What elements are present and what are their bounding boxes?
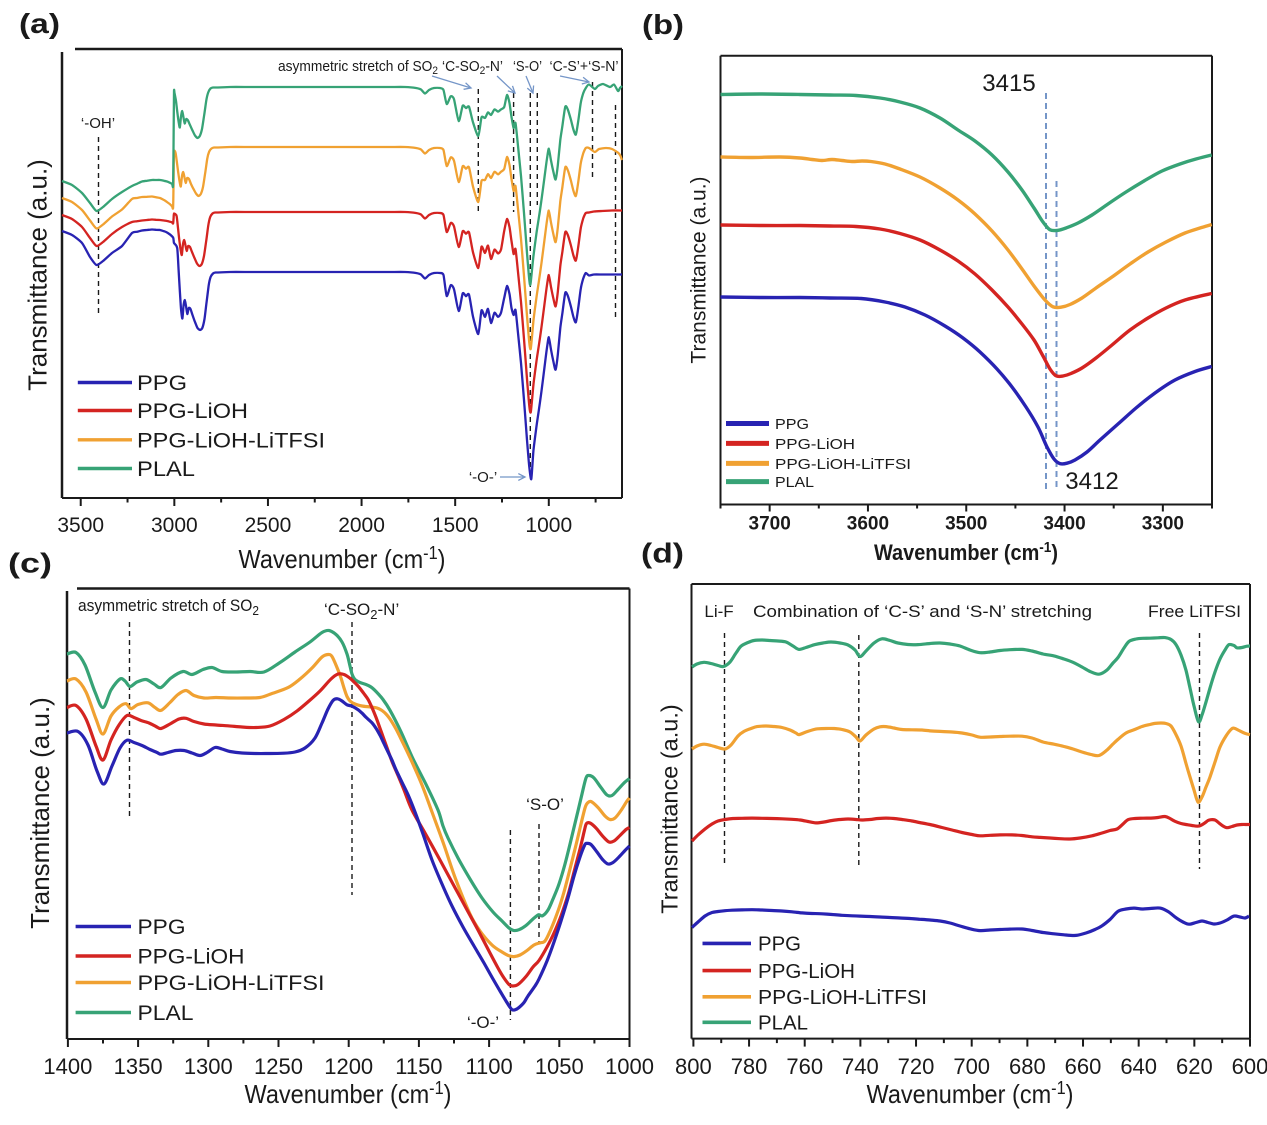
svg-text:2500: 2500: [245, 514, 292, 537]
svg-text:PPG-LiOH: PPG-LiOH: [138, 946, 245, 969]
svg-text:PPG-LiOH-LiTFSI: PPG-LiOH-LiTFSI: [138, 972, 325, 995]
svg-text:3412: 3412: [1065, 468, 1118, 495]
svg-text:PPG-LiOH-LiTFSI: PPG-LiOH-LiTFSI: [137, 429, 325, 452]
svg-text:‘C-SO2-N’: ‘C-SO2-N’: [442, 58, 503, 77]
svg-text:1400: 1400: [43, 1054, 92, 1079]
svg-text:Wavenumber (cm-1): Wavenumber (cm-1): [874, 539, 1058, 565]
svg-text:‘C-SO2-N’: ‘C-SO2-N’: [324, 600, 399, 622]
svg-text:PLAL: PLAL: [758, 1013, 808, 1035]
svg-text:3300: 3300: [1142, 514, 1184, 535]
svg-text:PPG-LiOH: PPG-LiOH: [137, 400, 248, 423]
svg-text:Wavenumber (cm-1): Wavenumber (cm-1): [867, 1078, 1074, 1109]
svg-text:1250: 1250: [254, 1054, 303, 1079]
svg-text:Free LiTFSI: Free LiTFSI: [1148, 602, 1241, 621]
svg-text:PPG: PPG: [138, 916, 186, 939]
svg-text:asymmetric stretch of SO2: asymmetric stretch of SO2: [78, 596, 259, 618]
svg-text:660: 660: [1065, 1054, 1102, 1079]
svg-text:PLAL: PLAL: [137, 458, 195, 481]
svg-text:PPG-LiOH: PPG-LiOH: [758, 961, 855, 983]
svg-text:720: 720: [898, 1054, 935, 1079]
svg-text:2000: 2000: [338, 514, 385, 537]
svg-text:760: 760: [786, 1054, 823, 1079]
svg-text:700: 700: [953, 1054, 990, 1079]
svg-text:Wavenumber (cm-1): Wavenumber (cm-1): [239, 543, 446, 574]
svg-text:PPG: PPG: [137, 372, 187, 395]
svg-text:PLAL: PLAL: [775, 474, 814, 491]
svg-text:640: 640: [1120, 1054, 1157, 1079]
svg-text:620: 620: [1176, 1054, 1213, 1079]
svg-text:3000: 3000: [151, 514, 198, 537]
svg-text:Transmittance (a.u.): Transmittance (a.u.): [688, 176, 711, 363]
svg-text:740: 740: [842, 1054, 879, 1079]
svg-text:600: 600: [1232, 1054, 1267, 1079]
svg-text:1350: 1350: [114, 1054, 163, 1079]
svg-text:1050: 1050: [535, 1054, 584, 1079]
svg-text:1000: 1000: [525, 514, 572, 537]
svg-text:‘-O-’: ‘-O-’: [469, 469, 497, 486]
svg-text:1500: 1500: [432, 514, 479, 537]
svg-text:3415: 3415: [982, 70, 1035, 97]
svg-text:‘S-O’: ‘S-O’: [513, 58, 542, 75]
svg-text:‘-OH’: ‘-OH’: [81, 115, 115, 132]
svg-text:Transmittance (a.u.): Transmittance (a.u.): [23, 159, 53, 391]
svg-text:PPG: PPG: [775, 416, 809, 433]
svg-text:PPG: PPG: [758, 934, 801, 956]
svg-text:PPG-LiOH-LiTFSI: PPG-LiOH-LiTFSI: [758, 987, 927, 1009]
svg-text:Wavenumber (cm-1): Wavenumber (cm-1): [245, 1078, 452, 1109]
svg-text:680: 680: [1009, 1054, 1046, 1079]
svg-text:PPG-LiOH-LiTFSI: PPG-LiOH-LiTFSI: [775, 456, 911, 473]
svg-text:3600: 3600: [847, 514, 889, 535]
svg-text:Li-F: Li-F: [704, 602, 733, 621]
svg-text:(b): (b): [642, 9, 684, 40]
svg-text:1300: 1300: [184, 1054, 233, 1079]
svg-text:‘C-S’+‘S-N’: ‘C-S’+‘S-N’: [550, 58, 619, 75]
svg-text:3500: 3500: [945, 514, 987, 535]
svg-text:1200: 1200: [324, 1054, 373, 1079]
svg-text:3500: 3500: [57, 514, 104, 537]
svg-text:PLAL: PLAL: [138, 1002, 194, 1025]
svg-text:‘S-O’: ‘S-O’: [526, 795, 564, 814]
svg-text:(a): (a): [19, 8, 60, 39]
svg-text:Combination of ‘C-S’ and ‘S-N: Combination of ‘C-S’ and ‘S-N’ stretchin…: [753, 602, 1092, 621]
svg-text:asymmetric stretch of SO2: asymmetric stretch of SO2: [278, 58, 438, 77]
svg-text:3700: 3700: [749, 514, 791, 535]
svg-text:(d): (d): [641, 538, 684, 569]
svg-text:780: 780: [731, 1054, 768, 1079]
svg-text:(c): (c): [8, 548, 52, 579]
svg-text:PPG-LiOH: PPG-LiOH: [775, 436, 855, 453]
svg-text:Transmittance (a.u.): Transmittance (a.u.): [657, 704, 683, 913]
svg-text:Transmittance (a.u.): Transmittance (a.u.): [25, 697, 55, 929]
svg-text:1000: 1000: [605, 1054, 654, 1079]
svg-text:1150: 1150: [395, 1054, 442, 1079]
svg-text:3400: 3400: [1043, 514, 1085, 535]
svg-text:800: 800: [675, 1054, 712, 1079]
svg-text:1100: 1100: [465, 1054, 512, 1079]
svg-text:‘-O-’: ‘-O-’: [467, 1013, 499, 1032]
